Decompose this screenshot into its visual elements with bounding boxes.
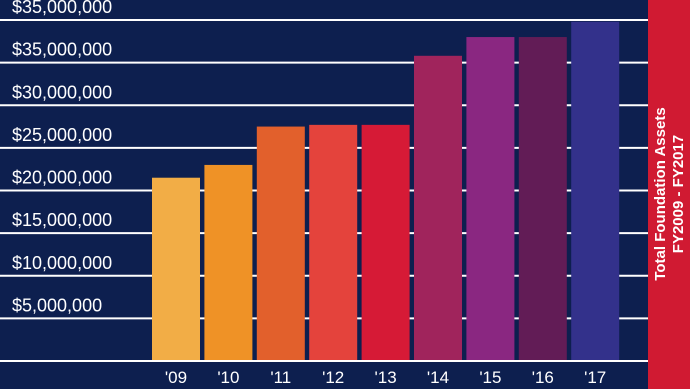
bar-7 (518, 37, 567, 362)
bar-6 (466, 37, 515, 362)
y-tick-label: $15,000,000 (12, 210, 112, 230)
y-tick-label: $10,000,000 (12, 253, 112, 273)
bar-5 (414, 55, 462, 362)
bar-8 (571, 21, 620, 362)
bar-0 (152, 177, 200, 361)
x-tick-label: '15 (479, 368, 501, 387)
x-tick-label: '09 (165, 368, 187, 387)
chart-subtitle: FY2009 - FY2017 (670, 135, 687, 253)
x-axis-labels: '09 '10 '11 '12 '13 '14 '15 '16 '17 (165, 368, 606, 387)
y-tick-label: $30,000,000 (12, 82, 112, 102)
x-tick-label: '12 (322, 368, 344, 387)
bars (152, 21, 620, 362)
y-tick-label: $5,000,000 (12, 295, 102, 315)
bar-4 (361, 124, 410, 361)
title-sidebar (648, 0, 690, 389)
y-tick-label: $35,000,000 (12, 40, 112, 60)
x-tick-label: '10 (217, 368, 239, 387)
bar-1 (204, 164, 253, 361)
bar-2 (256, 126, 305, 361)
x-tick-label: '16 (532, 368, 554, 387)
y-tick-label: $35,000,000 (12, 0, 112, 17)
x-tick-label: '17 (584, 368, 606, 387)
x-tick-label: '14 (427, 368, 449, 387)
bar-3 (309, 124, 358, 361)
y-axis-labels: $5,000,000 $10,000,000 $15,000,000 $20,000,… (12, 0, 112, 315)
chart-title: Total Foundation Assets (652, 107, 669, 280)
x-tick-label: '11 (270, 368, 291, 387)
y-tick-label: $25,000,000 (12, 125, 112, 145)
x-tick-label: '13 (375, 368, 397, 387)
y-tick-label: $20,000,000 (12, 168, 112, 188)
